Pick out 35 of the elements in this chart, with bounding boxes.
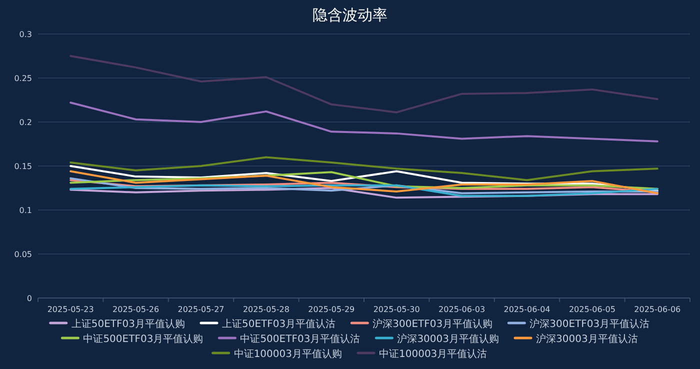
x-tick-label: 2025-06-03 <box>438 305 486 314</box>
line-series <box>70 156 658 182</box>
x-tick-label: 2025-05-30 <box>373 305 420 314</box>
legend-label: 中证500ETF03月平值认购 <box>83 333 204 345</box>
legend-label: 上证50ETF03月平值认沽 <box>222 318 336 330</box>
x-tick-label: 2025-06-05 <box>568 305 616 314</box>
legend-label: 沪深30003月平值认购 <box>397 333 499 345</box>
legend-label: 沪深30003月平值认沽 <box>536 333 638 345</box>
line-series <box>70 102 658 142</box>
x-tick-label: 2025-05-27 <box>178 305 224 314</box>
legend-label: 沪深300ETF03月平值认沽 <box>530 318 650 330</box>
line-series <box>70 187 658 199</box>
x-tick-label: 2025-05-29 <box>308 305 355 314</box>
legend-label: 中证500ETF03月平值认沽 <box>240 333 360 345</box>
line-series <box>70 55 658 114</box>
x-tick-label: 2025-06-04 <box>504 305 550 314</box>
legend-label: 中证100003月平值认沽 <box>379 348 488 360</box>
legend-label: 中证100003月平值认购 <box>234 348 342 360</box>
legend-label: 上证50ETF03月平值认购 <box>71 318 185 330</box>
x-tick-label: 2025-05-28 <box>242 305 290 314</box>
y-tick-label: 0.3 <box>19 30 32 39</box>
y-tick-label: 0.25 <box>14 74 32 83</box>
line-series <box>70 165 658 192</box>
x-tick-label: 2025-05-26 <box>112 305 160 314</box>
y-tick-label: 0.05 <box>14 250 32 259</box>
chart-title: 隐含波动率 <box>312 6 388 24</box>
x-tick-label: 2025-06-06 <box>634 305 681 314</box>
line-series <box>70 184 658 197</box>
line-series <box>70 170 658 194</box>
legend-label: 沪深300ETF03月平值认购 <box>372 318 493 330</box>
y-tick-label: 0.1 <box>19 206 32 215</box>
y-tick-label: 0.2 <box>19 118 32 127</box>
y-tick-label: 0 <box>26 294 32 303</box>
y-tick-label: 0.15 <box>14 162 32 171</box>
x-tick-label: 2025-05-23 <box>47 305 94 314</box>
